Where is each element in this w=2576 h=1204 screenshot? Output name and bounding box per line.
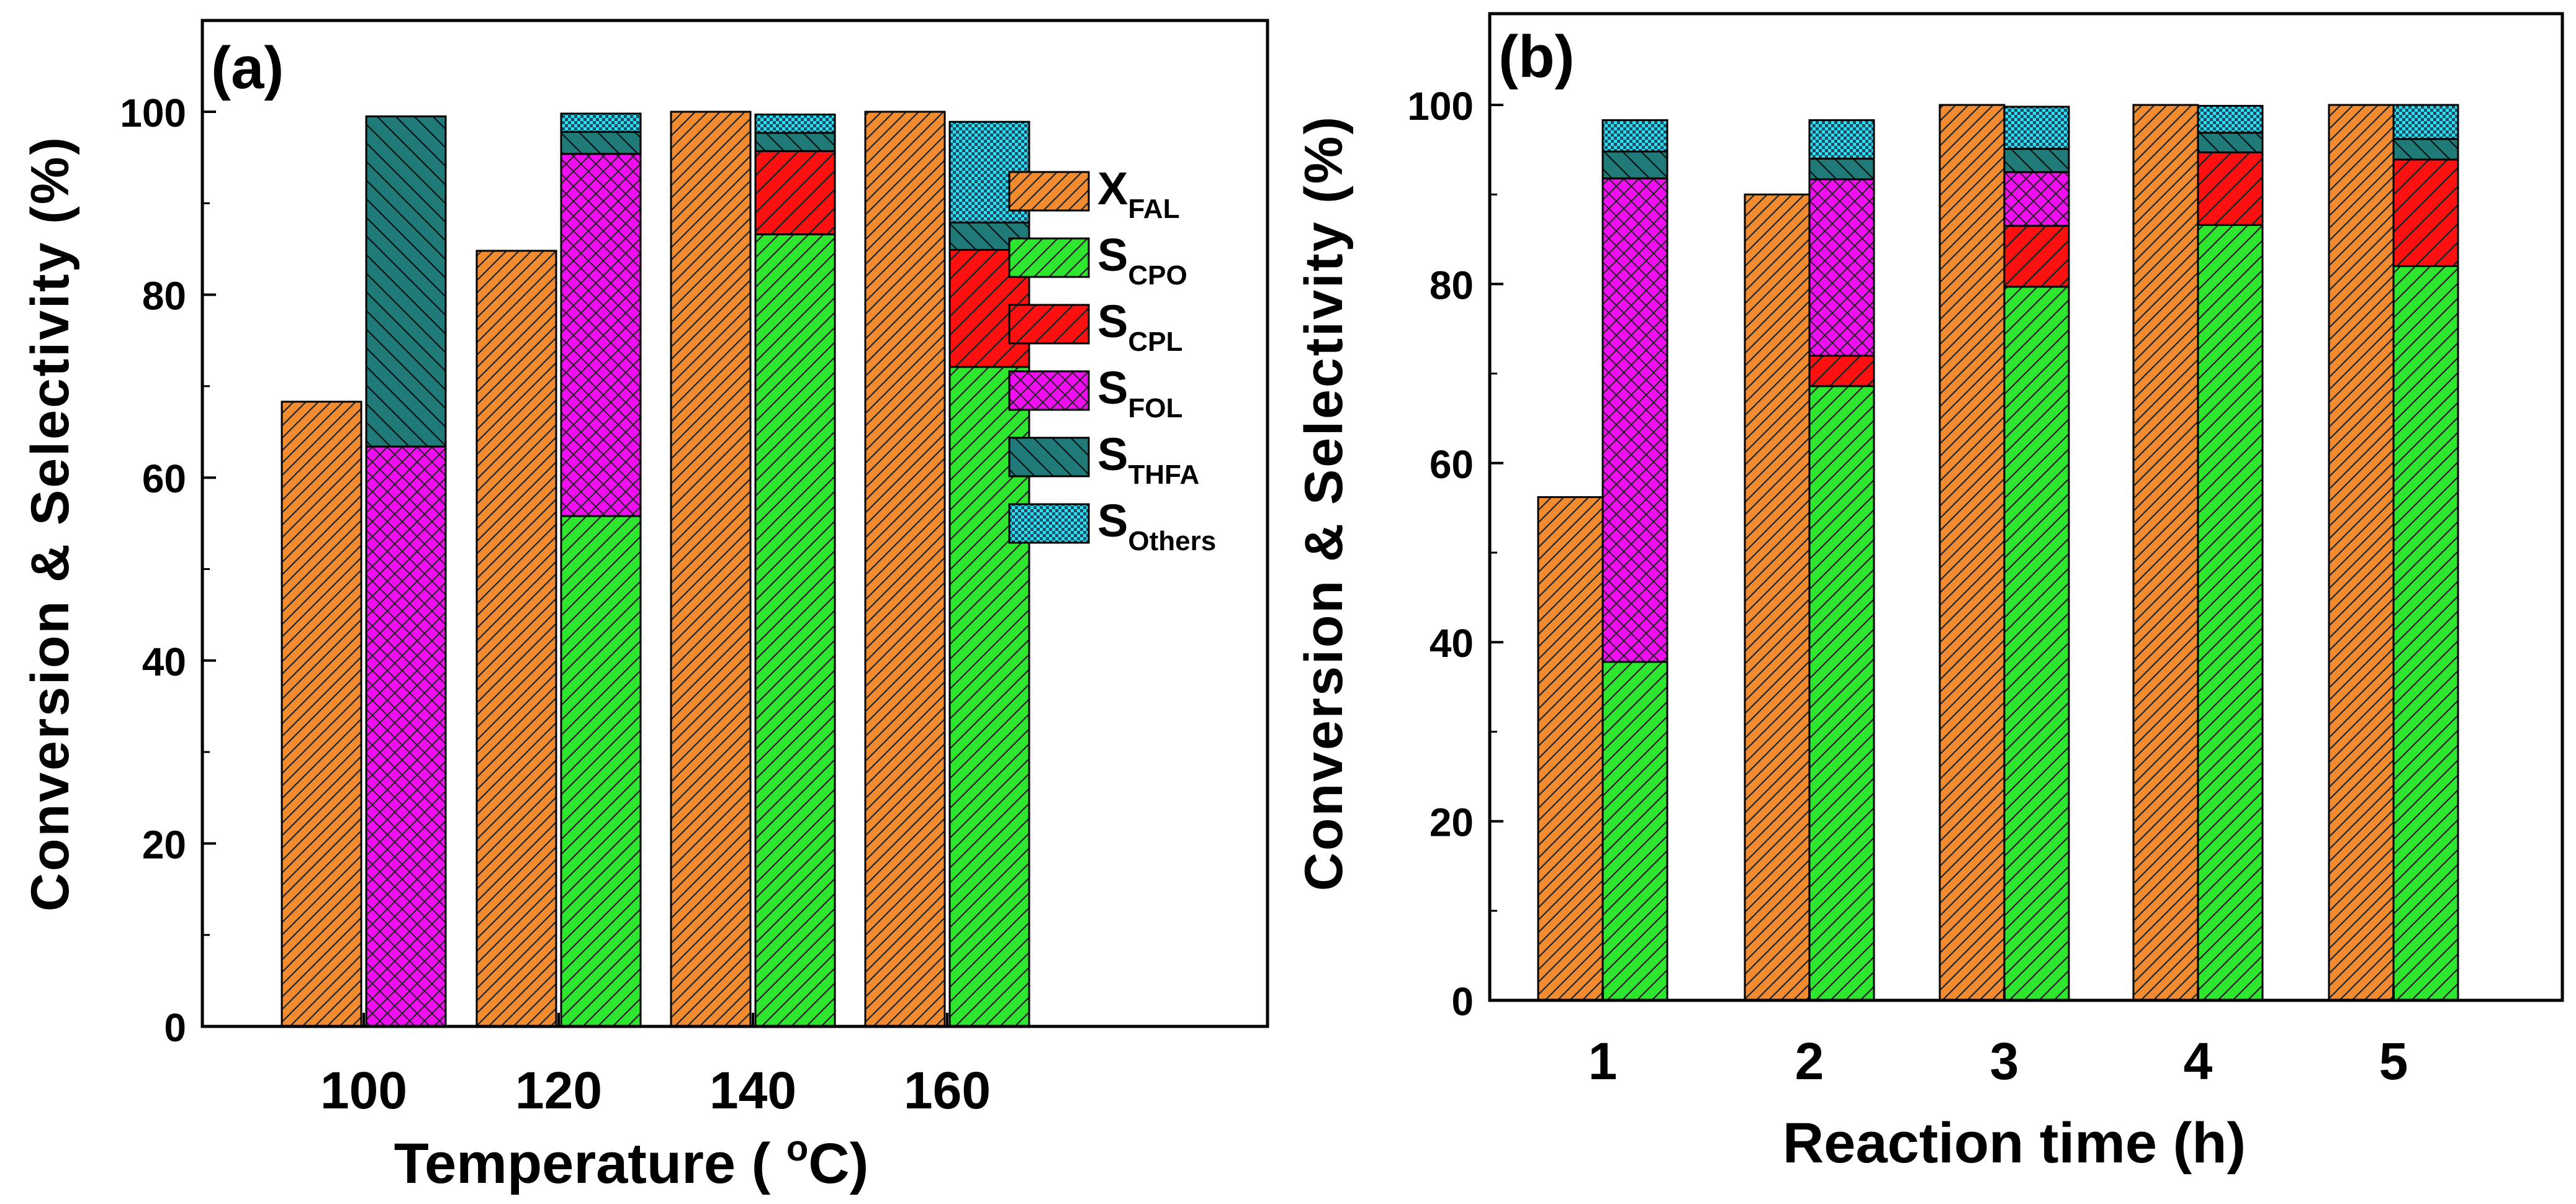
x-tick-label: 140 — [709, 1061, 796, 1120]
panel-b-frame — [1488, 12, 2564, 1002]
legend-label: XFAL — [1097, 163, 1179, 224]
y-tick-label: 100 — [120, 91, 186, 135]
panel-a-x-ticks: 100 120 140 160 — [320, 1013, 991, 1120]
selectivity-segment-s_thfa-100 — [365, 115, 447, 448]
selectivity-segment-s_cpo-3 — [2003, 286, 2070, 1002]
panel-a-y-axis-label: Conversion & Selectivity (%) — [20, 135, 80, 912]
x-tick-label: 160 — [904, 1061, 991, 1120]
x-tick-label: 5 — [2379, 1032, 2408, 1090]
panel-b-y-axis-label: Conversion & Selectivity (%) — [1294, 115, 1354, 891]
legend-item-s_cpo: SCPO — [1008, 229, 1187, 291]
conversion-bar-120 — [475, 250, 557, 1028]
selectivity-segment-s_cpl-5 — [2392, 158, 2459, 268]
y-tick-label: 60 — [1430, 442, 1474, 487]
y-tick-label: 100 — [1407, 84, 1474, 129]
selectivity-segment-s_thfa-1 — [1601, 150, 1669, 179]
y-tick-label: 20 — [1430, 800, 1474, 845]
y-tick-label: 40 — [142, 640, 186, 684]
selectivity-segment-s_thfa-5 — [2392, 138, 2459, 161]
y-tick-label: 60 — [142, 456, 186, 501]
conversion-bar-1 — [1537, 496, 1604, 1002]
conversion-bar-4 — [2132, 104, 2199, 1002]
y-tick-label: 0 — [1451, 979, 1474, 1024]
legend-item-x_fal: XFAL — [1008, 163, 1179, 224]
y-tick-label: 20 — [142, 822, 186, 867]
panel-b-x-axis-label: Reaction time (h) — [1783, 1111, 2246, 1175]
panel-b: 0 20 40 60 80 100 1 2 3 4 5 (b) Conversion & Sele… — [1294, 12, 2564, 1175]
selectivity-segment-s_others-5 — [2392, 104, 2459, 140]
selectivity-segment-s_cpl-4 — [2197, 151, 2264, 226]
selectivity-segment-s_others-4 — [2197, 104, 2264, 134]
panel-b-y-ticks: 0 20 40 60 80 100 — [1407, 84, 1503, 1024]
conversion-bar-100 — [281, 401, 363, 1028]
selectivity-segment-s_cpo-4 — [2197, 224, 2264, 1002]
y-tick-label: 80 — [142, 274, 186, 319]
selectivity-segment-s_cpo-5 — [2392, 265, 2459, 1002]
selectivity-segment-s_cpo-2 — [1808, 385, 1875, 1002]
legend-label: SFOL — [1097, 362, 1182, 423]
x-tick-label: 4 — [2184, 1032, 2213, 1090]
panel-a-x-axis-label: Temperature ( oC) — [394, 1128, 869, 1195]
selectivity-segment-s_thfa-4 — [2197, 132, 2264, 153]
selectivity-segment-s_others-120 — [560, 112, 642, 133]
legend-swatch — [1008, 370, 1090, 411]
legend-label: SCPO — [1097, 229, 1187, 291]
selectivity-segment-s_others-3 — [2003, 106, 2070, 150]
x-tick-label: 100 — [320, 1061, 407, 1120]
legend-swatch — [1008, 437, 1090, 478]
legend-item-s_cpl: SCPL — [1008, 296, 1182, 357]
legend-swatch — [1008, 171, 1090, 212]
selectivity-segment-s_cpo-140 — [754, 233, 836, 1028]
selectivity-segment-s_fol-1 — [1601, 177, 1669, 663]
legend-label: SCPL — [1097, 296, 1182, 357]
panel-b-bars — [1537, 104, 2459, 1002]
selectivity-segment-s_thfa-2 — [1808, 158, 1875, 181]
conversion-bar-5 — [2328, 104, 2395, 1002]
legend-label: SOthers — [1097, 495, 1216, 556]
selectivity-segment-s_others-140 — [754, 113, 836, 134]
selectivity-segment-s_cpl-3 — [2003, 225, 2070, 288]
panel-a-y-ticks: 0 20 40 60 80 100 — [120, 91, 216, 1050]
panel-a-label: (a) — [211, 35, 284, 101]
y-tick-label: 0 — [164, 1005, 186, 1050]
selectivity-segment-s_fol-2 — [1808, 178, 1875, 357]
legend-swatch — [1008, 503, 1090, 544]
y-tick-label: 40 — [1430, 621, 1474, 666]
selectivity-segment-s_fol-100 — [365, 445, 447, 1028]
conversion-bar-3 — [1939, 104, 2006, 1002]
selectivity-segment-s_cpo-120 — [560, 515, 642, 1028]
selectivity-segment-s_thfa-120 — [560, 130, 642, 155]
legend-item-s_others: SOthers — [1008, 495, 1216, 556]
selectivity-segment-s_cpo-1 — [1601, 661, 1669, 1002]
selectivity-segment-s_cpl-140 — [754, 150, 836, 235]
legend-swatch — [1008, 304, 1090, 345]
legend-item-s_thfa: STHFA — [1008, 428, 1199, 490]
legend-label: STHFA — [1097, 428, 1199, 490]
selectivity-segment-s_cpl-2 — [1808, 355, 1875, 387]
x-tick-label: 2 — [1795, 1032, 1824, 1090]
selectivity-segment-s_fol-3 — [2003, 171, 2070, 227]
selectivity-segment-s_others-1 — [1601, 119, 1669, 153]
conversion-bar-160 — [864, 111, 946, 1028]
panel-b-x-ticks: 1 2 3 4 5 — [1588, 987, 2408, 1090]
panel-a-frame — [200, 19, 1269, 1028]
x-tick-label: 120 — [515, 1061, 602, 1120]
panel-a-bars — [281, 111, 1030, 1028]
panel-a: 0 20 40 60 80 100 100 120 140 160 (a) Conversion… — [20, 19, 1269, 1195]
conversion-bar-140 — [670, 111, 752, 1028]
selectivity-segment-s_fol-120 — [560, 153, 642, 517]
legend-swatch — [1008, 237, 1090, 278]
conversion-bar-2 — [1744, 193, 1811, 1002]
selectivity-segment-s_others-2 — [1808, 119, 1875, 160]
selectivity-segment-s_thfa-3 — [2003, 148, 2070, 173]
selectivity-segment-s_thfa-140 — [754, 132, 836, 152]
x-tick-label: 1 — [1588, 1032, 1618, 1090]
legend-item-s_fol: SFOL — [1008, 362, 1182, 423]
x-tick-label: 3 — [1990, 1032, 2019, 1090]
panel-b-label: (b) — [1498, 24, 1575, 90]
y-tick-label: 80 — [1430, 263, 1474, 307]
